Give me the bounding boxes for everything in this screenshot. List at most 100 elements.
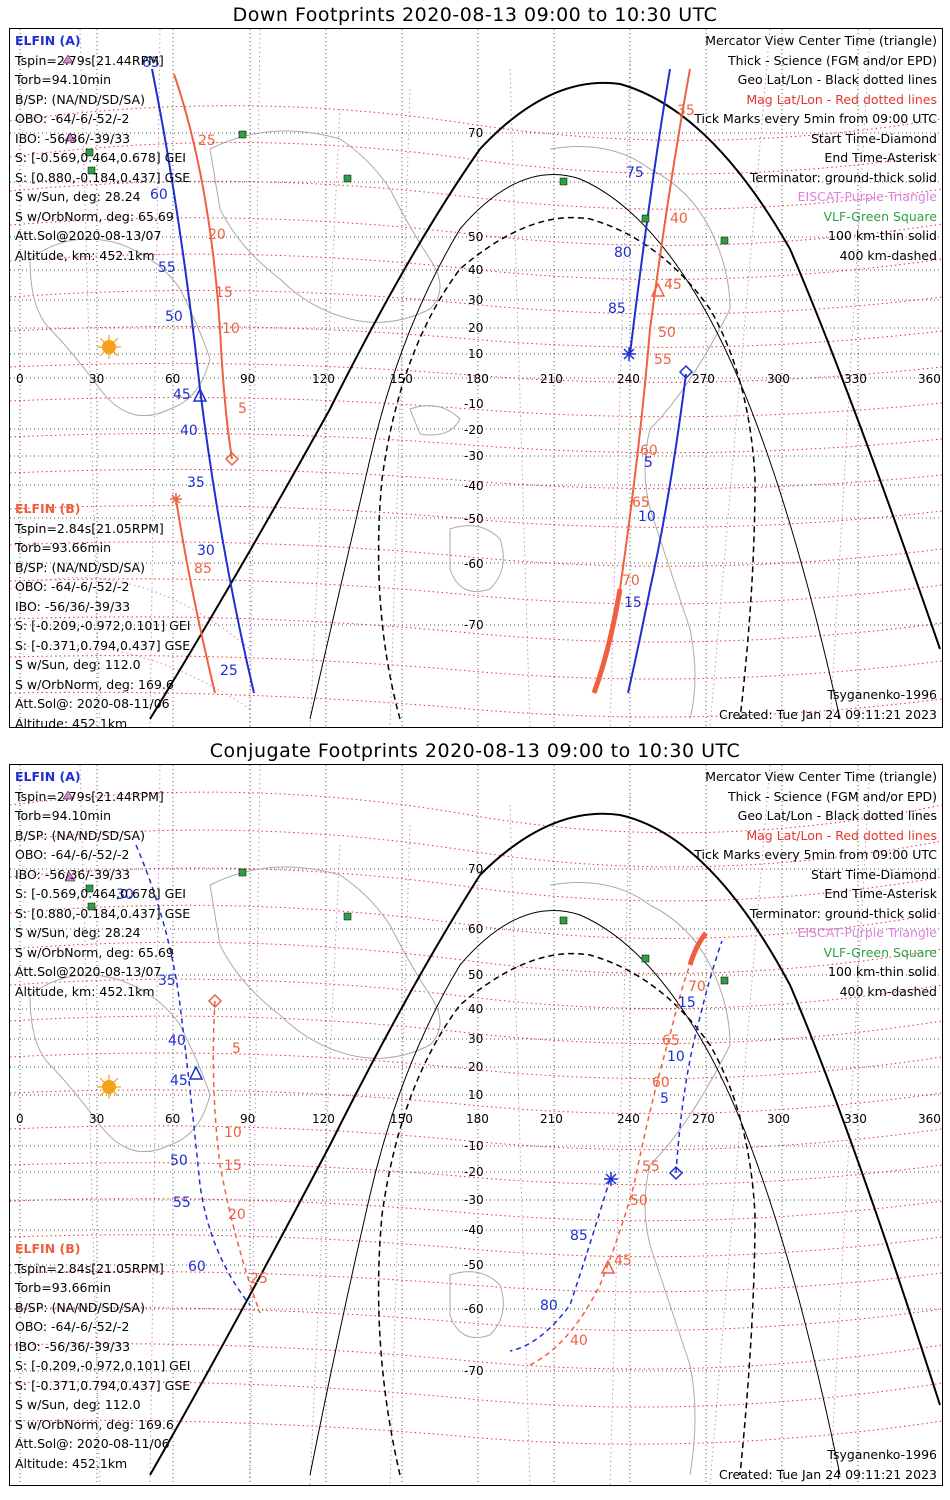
svg-text:85: 85 (194, 561, 212, 577)
svg-text:30: 30 (468, 1032, 483, 1046)
svg-text:45: 45 (664, 277, 682, 293)
elfin-a-line: S: [-0.569,0.464,0.678] GEI (15, 886, 186, 901)
svg-text:20: 20 (468, 321, 483, 335)
eiscat-triangle-2 (62, 54, 74, 64)
legend-item: Terminator: ground-thick solid (749, 169, 937, 185)
svg-text:60: 60 (150, 187, 168, 203)
elfin-a-track-right (629, 68, 671, 355)
elfin-b-line: Altitude: 452.1km (15, 1455, 128, 1471)
svg-text:240: 240 (617, 1112, 640, 1126)
elfin-b-line: B/SP: (NA/ND/SD/SA) (15, 1299, 145, 1315)
elfin-a-line: Torb=94.10min (15, 808, 112, 823)
svg-text:65: 65 (662, 1033, 680, 1049)
svg-text:40: 40 (670, 211, 688, 227)
elfin-a-start-diamond (668, 1165, 684, 1181)
svg-text:150: 150 (390, 372, 413, 386)
elfin-b-line: Tspin=2.84s[21.05RPM] (15, 1260, 164, 1276)
svg-text:45: 45 (173, 387, 191, 403)
model-label: Tsyganenko-1996 (827, 687, 937, 702)
footer-conj: Tsyganenko-1996 Created: Tue Jan 24 09:1… (719, 1445, 937, 1484)
legend-item: Thick - Science (FGM and/or EPD) (728, 52, 937, 68)
sun-icon (97, 335, 121, 359)
elfin-b-line: OBO: -64/-6/-52/-2 (15, 579, 130, 594)
elfin-b-track-left (212, 1000, 261, 1314)
elfin-a-line: Att.Sol@2020-08-13/07 (15, 964, 162, 979)
elfin-a-center-triangle (188, 1065, 204, 1080)
svg-text:-30: -30 (464, 449, 484, 463)
legend-item: End Time-Asterisk (824, 150, 937, 165)
elfin-a-end-asterisk (604, 1172, 618, 1186)
svg-text:45: 45 (614, 1253, 632, 1269)
svg-text:50: 50 (468, 230, 483, 244)
svg-text:50: 50 (658, 325, 676, 341)
elfin-b-line: S: [-0.209,-0.972,0.101] GEI (15, 1358, 191, 1373)
eiscat-triangle (64, 872, 76, 882)
svg-text:-60: -60 (464, 557, 484, 571)
svg-text:60: 60 (165, 1112, 180, 1126)
svg-text:85: 85 (608, 301, 626, 317)
svg-text:5: 5 (660, 1091, 669, 1107)
svg-text:50: 50 (630, 1193, 648, 1209)
elfin-a-line: S w/OrbNorm, deg: 65.69 (15, 208, 174, 224)
elfin-b-line: S w/Sun, deg: 112.0 (15, 1397, 141, 1412)
elfin-a-info: ELFIN (A) Tspin=2.79s[21.44RPM] Torb=94.… (15, 31, 190, 265)
legend-item: 100 km-thin solid (828, 964, 937, 979)
svg-text:50: 50 (170, 1153, 188, 1169)
svg-text:30: 30 (116, 887, 134, 903)
elfin-a-tick-labels: 30 35 40 45 50 55 60 85 80 5 10 15 (116, 887, 696, 1314)
elfin-b-track-right (619, 68, 691, 590)
svg-text:30: 30 (197, 543, 215, 559)
svg-text:50: 50 (165, 309, 183, 325)
elfin-a-line: B/SP: (NA/ND/SD/SA) (15, 827, 145, 843)
svg-text:-40: -40 (464, 479, 484, 493)
elfin-a-line: S: [0.880,-0.184,0.437] GSE (15, 169, 191, 185)
svg-text:25: 25 (220, 663, 238, 679)
title-down: Down Footprints 2020-08-13 09:00 to 10:3… (232, 4, 718, 26)
svg-text:-10: -10 (464, 397, 484, 411)
svg-text:80: 80 (614, 245, 632, 261)
svg-text:120: 120 (312, 372, 335, 386)
svg-text:20: 20 (208, 227, 226, 243)
sun-icon (97, 1075, 121, 1099)
svg-text:70: 70 (688, 979, 706, 995)
elfin-a-line: S w/Sun, deg: 28.24 (15, 189, 141, 204)
legend-item: Mag Lat/Lon - Red dotted lines (746, 827, 937, 843)
svg-text:90: 90 (240, 372, 255, 386)
legend-item: 400 km-dashed (839, 247, 937, 263)
svg-text:65: 65 (632, 495, 650, 511)
elfin-b-science (687, 931, 708, 966)
svg-text:30: 30 (89, 1112, 104, 1126)
elfin-b-start-diamond (207, 993, 223, 1009)
svg-text:40: 40 (570, 1333, 588, 1349)
svg-text:30: 30 (89, 372, 104, 386)
elfin-b-name: ELFIN (B) (15, 1241, 81, 1256)
svg-text:180: 180 (466, 1112, 489, 1126)
legend-item: 400 km-dashed (839, 983, 937, 999)
elfin-a-line: S w/Sun, deg: 28.24 (15, 925, 141, 940)
svg-text:30: 30 (468, 293, 483, 307)
eiscat-triangle-2 (62, 790, 74, 800)
elfin-a-start-diamond (678, 364, 694, 380)
eiscat-triangle (64, 132, 76, 142)
elfin-b-tick-labels: 25 20 15 10 5 85 35 40 45 50 55 60 65 70 (194, 103, 695, 589)
svg-text:210: 210 (540, 372, 563, 386)
legend-item: Mercator View Center Time (triangle) (705, 769, 937, 784)
svg-text:-20: -20 (464, 1165, 484, 1179)
legend-conj: Mercator View Center Time (triangle) Thi… (694, 767, 937, 1001)
svg-text:85: 85 (570, 1228, 588, 1244)
svg-text:75: 75 (626, 165, 644, 181)
svg-text:-10: -10 (464, 1139, 484, 1153)
svg-text:180: 180 (466, 372, 489, 386)
svg-text:10: 10 (468, 347, 483, 361)
svg-text:-50: -50 (464, 1258, 484, 1272)
elfin-b-science (591, 588, 623, 694)
footer-down: Tsyganenko-1996 Created: Tue Jan 24 09:1… (719, 685, 937, 724)
legend-item: 100 km-thin solid (828, 228, 937, 243)
svg-text:-50: -50 (464, 512, 484, 526)
svg-text:10: 10 (224, 1125, 242, 1141)
elfin-b-line: OBO: -64/-6/-52/-2 (15, 1319, 130, 1334)
lon-axis: 0 30 60 90 120 150 180 210 240 270 300 330 360 (16, 1112, 941, 1126)
svg-text:80: 80 (540, 1298, 558, 1314)
elfin-a-info-conj: ELFIN (A) Tspin=2.79s[21.44RPM] Torb=94.… (15, 767, 190, 1001)
elfin-a-line: OBO: -64/-6/-52/-2 (15, 111, 130, 126)
